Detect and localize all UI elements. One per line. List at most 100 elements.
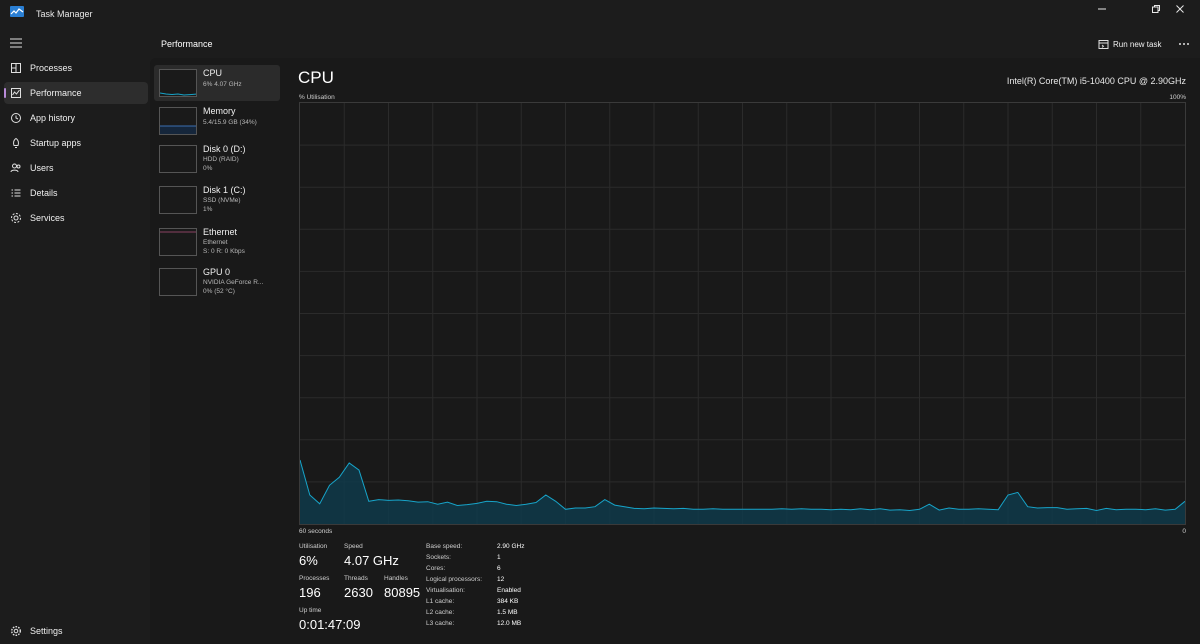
- sidebar-item-label: App history: [30, 113, 76, 123]
- minimize-icon: [1098, 8, 1106, 10]
- ethernet-mini-graph: [160, 231, 196, 233]
- sidebar-item-label: Processes: [30, 63, 73, 73]
- speed-label: Speed: [344, 543, 363, 550]
- threads-value: 2630: [344, 585, 373, 600]
- sidebar-item-startup-apps[interactable]: Startup apps: [4, 132, 148, 154]
- cpu-model: Intel(R) Core(TM) i5-10400 CPU @ 2.90GHz: [1006, 76, 1186, 86]
- device-name: Ethernet: [203, 227, 238, 237]
- threads-label: Threads: [344, 575, 368, 582]
- sidebar-item-label: Details: [30, 188, 58, 198]
- device-detail: 6% 4.07 GHz: [203, 81, 242, 88]
- spec-key: Base speed:: [426, 543, 463, 550]
- uptime-label: Up time: [299, 607, 322, 614]
- uptime-value: 0:01:47:09: [299, 617, 361, 632]
- device-name: GPU 0: [203, 267, 231, 277]
- device-usage: S: 0 R: 0 Kbps: [203, 248, 245, 255]
- spec-value: 1: [497, 554, 501, 561]
- menu-icon[interactable]: [10, 38, 22, 48]
- performance-content: CPU 6% 4.07 GHz Memory 5.4/15.9 GB (34%)…: [150, 58, 1200, 644]
- cpu-mini-graph: [160, 92, 196, 96]
- device-disk-1[interactable]: Disk 1 (C:) SSD (NVMe) 1%: [154, 182, 280, 218]
- x-axis-right-label: 0: [1182, 528, 1186, 535]
- page-title: Performance: [161, 39, 213, 49]
- more-options-icon[interactable]: [1176, 36, 1192, 52]
- processes-value: 196: [299, 585, 321, 600]
- device-detail: HDD (RAID): [203, 156, 239, 163]
- panel-title: CPU: [298, 68, 334, 87]
- disk-0-thumbnail: [159, 145, 197, 173]
- speed-value: 4.07 GHz: [344, 553, 399, 568]
- cpu-series-line: [300, 459, 1185, 512]
- sidebar-item-performance[interactable]: Performance: [4, 82, 148, 104]
- sidebar-item-label: Settings: [30, 626, 63, 636]
- sidebar-item-label: Performance: [30, 88, 82, 98]
- device-disk-0[interactable]: Disk 0 (D:) HDD (RAID) 0%: [154, 141, 280, 177]
- utilisation-label: Utilisation: [299, 543, 328, 550]
- run-new-task-button[interactable]: Run new task: [1098, 36, 1161, 52]
- device-usage: 1%: [203, 206, 213, 213]
- handles-value: 80895: [384, 585, 421, 600]
- performance-icon: [11, 88, 21, 98]
- device-cpu[interactable]: CPU 6% 4.07 GHz: [154, 65, 280, 101]
- restore-button[interactable]: [1136, 0, 1176, 18]
- device-memory[interactable]: Memory 5.4/15.9 GB (34%): [154, 103, 280, 139]
- restore-icon: [1152, 5, 1160, 13]
- y-max-label: 100%: [1169, 94, 1186, 101]
- handles-label: Handles: [384, 575, 408, 582]
- device-detail: Ethernet: [203, 239, 228, 246]
- device-detail: SSD (NVMe): [203, 197, 241, 204]
- memory-thumbnail: [159, 107, 197, 135]
- startup-icon: [13, 137, 19, 148]
- sidebar-item-users[interactable]: Users: [4, 157, 148, 179]
- processes-icon: [11, 63, 21, 73]
- processes-label: Processes: [299, 575, 330, 582]
- gear-icon: [10, 625, 22, 637]
- cpu-area-fill: [300, 460, 1185, 524]
- spec-value: 12.0 MB: [497, 620, 522, 627]
- sidebar-item-label: Startup apps: [30, 138, 82, 148]
- device-gpu-0[interactable]: GPU 0 NVIDIA GeForce R... 0% (52 °C): [154, 264, 280, 300]
- details-icon: [11, 189, 21, 197]
- device-name: Disk 1 (C:): [203, 185, 246, 195]
- spec-value: 2.90 GHz: [497, 543, 525, 550]
- device-ethernet[interactable]: Ethernet Ethernet S: 0 R: 0 Kbps: [154, 224, 280, 260]
- cpu-thumbnail: [159, 69, 197, 97]
- x-axis-left-label: 60 seconds: [299, 528, 333, 535]
- run-task-icon: [1098, 39, 1109, 49]
- sidebar-item-label: Services: [30, 213, 65, 223]
- sidebar-item-settings[interactable]: Settings: [4, 620, 148, 642]
- close-button[interactable]: [1160, 0, 1200, 18]
- task-manager-icon: [10, 6, 24, 17]
- sidebar-item-details[interactable]: Details: [4, 182, 148, 204]
- spec-key: Sockets:: [426, 554, 451, 561]
- services-icon: [11, 213, 21, 223]
- history-icon: [11, 113, 21, 123]
- window-title: Task Manager: [36, 9, 93, 19]
- cpu-graph-canvas: [300, 103, 1185, 524]
- device-name: CPU: [203, 68, 223, 78]
- device-usage: 0% (52 °C): [203, 288, 235, 295]
- spec-key: Virtualisation:: [426, 587, 465, 594]
- sidebar-item-services[interactable]: Services: [4, 207, 148, 229]
- cpu-utilisation-graph: [299, 102, 1186, 525]
- device-detail: NVIDIA GeForce R...: [203, 279, 264, 286]
- sidebar: Processes Performance App history Startu…: [0, 30, 150, 644]
- ethernet-thumbnail: [159, 228, 197, 256]
- sidebar-item-processes[interactable]: Processes: [4, 57, 148, 79]
- spec-value: 1.5 MB: [497, 609, 518, 616]
- spec-key: L1 cache:: [426, 598, 455, 605]
- page-header: Performance Run new task: [150, 30, 1200, 58]
- memory-mini-graph: [160, 125, 196, 134]
- sidebar-item-app-history[interactable]: App history: [4, 107, 148, 129]
- utilisation-value: 6%: [299, 553, 318, 568]
- gpu-thumbnail: [159, 268, 197, 296]
- device-usage: 0%: [203, 165, 213, 172]
- spec-value: 12: [497, 576, 505, 583]
- spec-key: L2 cache:: [426, 609, 455, 616]
- spec-key: Cores:: [426, 565, 446, 572]
- spec-value: Enabled: [497, 587, 521, 594]
- device-name: Disk 0 (D:): [203, 144, 246, 154]
- disk-1-thumbnail: [159, 186, 197, 214]
- minimize-button[interactable]: [1082, 0, 1122, 18]
- users-icon: [10, 163, 21, 173]
